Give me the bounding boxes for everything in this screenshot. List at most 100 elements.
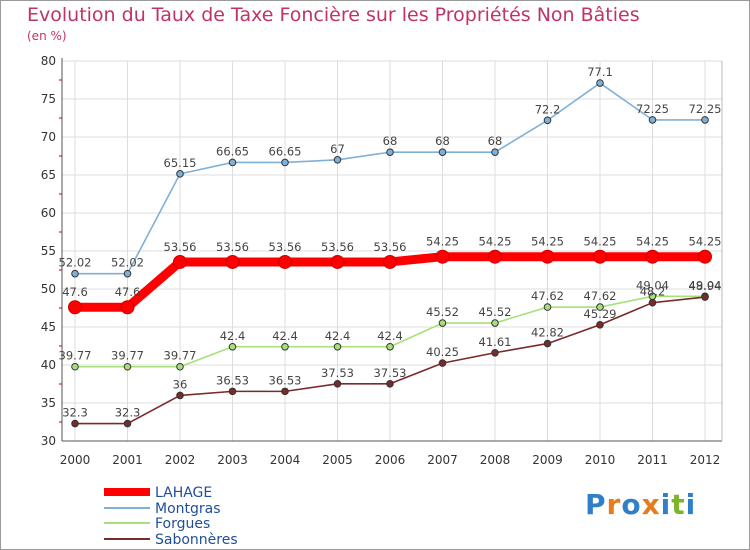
- series-layer: [68, 79, 712, 428]
- data-label-montgras: 52.02: [59, 256, 92, 270]
- x-tick-label: 2002: [165, 453, 196, 467]
- point-sabonnères: [438, 359, 447, 367]
- grid-layer: [62, 60, 722, 442]
- data-label-lahage: 54.25: [479, 235, 512, 249]
- point-sabonnères: [386, 379, 394, 388]
- point-lahage: [645, 249, 660, 264]
- x-tick-label: 2008: [480, 453, 511, 467]
- point-sabonnères: [543, 339, 552, 348]
- data-label-lahage: 54.25: [636, 235, 669, 249]
- point-lahage: [225, 254, 240, 269]
- data-label-forgues: 42.4: [325, 329, 351, 343]
- data-label-forgues: 42.4: [377, 329, 403, 343]
- y-tick-label: 45: [41, 320, 56, 334]
- data-label-lahage: 53.56: [164, 240, 197, 254]
- data-label-forgues: 47.62: [584, 289, 617, 303]
- data-label-montgras: 66.65: [216, 144, 249, 158]
- point-montgras: [281, 158, 289, 167]
- data-label-forgues: 45.52: [426, 305, 459, 319]
- point-sabonnères: [123, 419, 132, 428]
- y-unit-label: (en %): [27, 29, 67, 43]
- point-forgues: [123, 362, 132, 371]
- point-sabonnères: [333, 379, 342, 388]
- x-tick-label: 2007: [427, 453, 458, 467]
- data-label-montgras: 72.25: [689, 102, 722, 116]
- data-label-lahage: 47.6: [115, 285, 141, 299]
- logo-letter: x: [641, 488, 661, 521]
- point-forgues: [543, 303, 552, 311]
- x-tick-label: 2001: [112, 453, 143, 467]
- point-montgras: [491, 148, 499, 156]
- y-tick-label: 60: [41, 206, 56, 220]
- y-tick-label: 80: [41, 54, 56, 68]
- data-label-montgras: 77.1: [587, 65, 613, 79]
- point-montgras: [71, 269, 79, 278]
- point-lahage: [68, 300, 82, 315]
- point-montgras: [333, 156, 342, 164]
- y-tick-label: 40: [41, 358, 56, 372]
- point-lahage: [698, 249, 712, 264]
- legend-label-sabonnères: Sabonnères: [155, 532, 238, 548]
- data-label-montgras: 65.15: [164, 156, 197, 170]
- data-label-forgues: 42.4: [220, 329, 246, 343]
- point-forgues: [386, 342, 394, 351]
- data-label-lahage: 53.56: [269, 240, 302, 254]
- point-sabonnères: [648, 298, 657, 307]
- logo-letter: r: [606, 488, 622, 521]
- point-forgues: [438, 319, 447, 327]
- data-label-forgues: 39.77: [59, 349, 92, 363]
- y-tick-label: 55: [41, 244, 56, 258]
- data-label-sabonnères: 32.3: [62, 406, 88, 420]
- point-lahage: [488, 249, 502, 264]
- data-label-forgues: 39.77: [111, 349, 144, 363]
- data-label-lahage: 54.25: [689, 235, 722, 249]
- point-sabonnères: [71, 419, 79, 428]
- point-montgras: [438, 148, 447, 156]
- y-tick-label: 30: [41, 434, 56, 448]
- data-label-forgues: 49.04: [689, 278, 722, 292]
- data-label-sabonnères: 40.25: [426, 345, 459, 359]
- data-label-forgues: 49.04: [636, 278, 669, 292]
- data-label-sabonnères: 41.61: [479, 335, 512, 349]
- data-label-sabonnères: 36.53: [216, 373, 249, 387]
- data-label-sabonnères: 36: [173, 377, 188, 391]
- y-tick-label: 35: [41, 396, 56, 410]
- data-label-montgras: 68: [383, 134, 398, 148]
- data-label-sabonnères: 48.94: [689, 279, 722, 293]
- x-tick-label: 2004: [270, 453, 301, 467]
- point-lahage: [173, 254, 187, 269]
- point-montgras: [543, 116, 552, 125]
- point-forgues: [176, 362, 184, 371]
- data-label-montgras: 66.65: [269, 144, 302, 158]
- data-label-montgras: 72.25: [636, 102, 669, 116]
- point-forgues: [596, 303, 604, 311]
- point-montgras: [228, 158, 237, 167]
- x-tick-label: 2009: [532, 453, 563, 467]
- data-label-lahage: 47.6: [62, 285, 88, 299]
- data-label-lahage: 53.56: [216, 240, 249, 254]
- data-label-sabonnères: 37.53: [321, 366, 354, 380]
- data-label-montgras: 52.02: [111, 256, 144, 270]
- data-label-sabonnères: 37.53: [374, 366, 407, 380]
- data-label-lahage: 53.56: [321, 240, 354, 254]
- x-tick-label: 2012: [690, 453, 721, 467]
- point-lahage: [540, 249, 555, 264]
- point-lahage: [593, 249, 607, 264]
- x-tick-label: 2006: [375, 453, 406, 467]
- data-label-montgras: 72.2: [535, 102, 561, 116]
- point-montgras: [386, 148, 394, 156]
- data-label-lahage: 54.25: [584, 235, 617, 249]
- point-forgues: [71, 362, 79, 371]
- data-label-forgues: 47.62: [531, 289, 564, 303]
- x-tick-label: 2010: [585, 453, 616, 467]
- data-label-layer: 47.6 47.6 53.56 53.56 53.56 53.56 53.56 54.25 54…: [59, 65, 722, 419]
- point-montgras: [701, 116, 709, 124]
- x-tick-label: 2003: [217, 453, 248, 467]
- legend-label-forgues: Forgues: [155, 516, 210, 532]
- point-montgras: [648, 116, 657, 124]
- logo-letter: i: [660, 488, 672, 521]
- point-sabonnères: [228, 387, 237, 396]
- point-montgras: [123, 269, 132, 278]
